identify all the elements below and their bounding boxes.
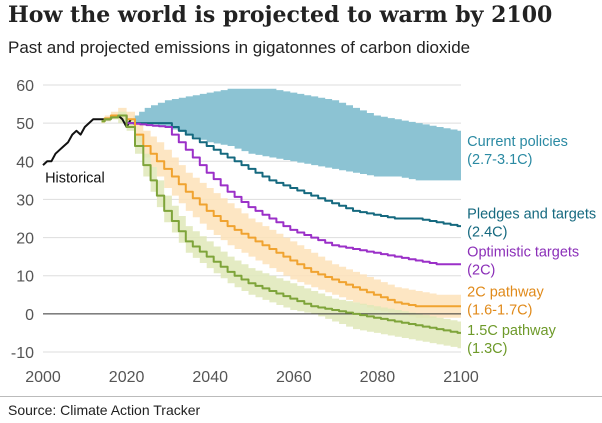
y-tick-label: -10 <box>11 345 34 362</box>
series-one_five <box>101 114 461 334</box>
x-tick-label: 2060 <box>276 369 312 386</box>
band-current <box>130 88 462 181</box>
footer-divider <box>0 396 602 397</box>
band-two_c <box>101 107 461 318</box>
source-note: Source: Climate Action Tracker <box>8 402 201 418</box>
series-label-one_five_label: (1.3C) <box>467 341 507 357</box>
series-pledges <box>122 114 461 228</box>
x-tick-label: 2080 <box>360 369 396 386</box>
x-tick-label: 2040 <box>192 369 228 386</box>
tick-label-layer: -10 0 10 20 30 40 50 60 2000 2020 2040 2060 2080 2100 <box>11 78 479 386</box>
series-layer <box>42 114 461 334</box>
series-label-two_c_label: 2C pathway <box>467 285 544 301</box>
historical-label-bg <box>43 168 116 188</box>
x-tick-label: 2100 <box>443 369 479 386</box>
series-optimistic <box>122 114 461 266</box>
series-label-pledges_label: (2.4C) <box>467 225 507 241</box>
emissions-chart: -10 0 10 20 30 40 50 60 2000 2020 2040 2060 2080 2100… <box>11 78 596 386</box>
x-tick-label: 2020 <box>109 369 145 386</box>
chart-subtitle: Past and projected emissions in gigatonn… <box>8 38 471 57</box>
y-tick-label: 0 <box>25 307 34 324</box>
series-label-pledges_label: Pledges and targets <box>467 207 596 223</box>
series-two_c <box>101 114 461 308</box>
x-tick-label: 2000 <box>25 369 61 386</box>
y-tick-label: 50 <box>16 116 34 133</box>
series-label-layer: Current policies (2.7-3.1C) Pledges and ta… <box>43 134 596 357</box>
series-label-one_five_label: 1.5C pathway <box>467 323 556 339</box>
y-tick-label: 10 <box>16 269 34 286</box>
series-label-current_label: Current policies <box>467 134 568 150</box>
series-label-optimistic_label: Optimistic targets <box>467 245 579 261</box>
chart-title: How the world is projected to warm by 21… <box>8 2 553 28</box>
y-tick-label: 30 <box>16 192 34 209</box>
series-label-historical: Historical <box>45 170 105 186</box>
y-tick-label: 40 <box>16 154 34 171</box>
series-label-two_c_label: (1.6-1.7C) <box>467 303 532 319</box>
y-tick-label: 20 <box>16 231 34 248</box>
series-label-optimistic_label: (2C) <box>467 263 495 279</box>
y-tick-label: 60 <box>16 78 34 95</box>
series-label-current_label: (2.7-3.1C) <box>467 152 532 168</box>
